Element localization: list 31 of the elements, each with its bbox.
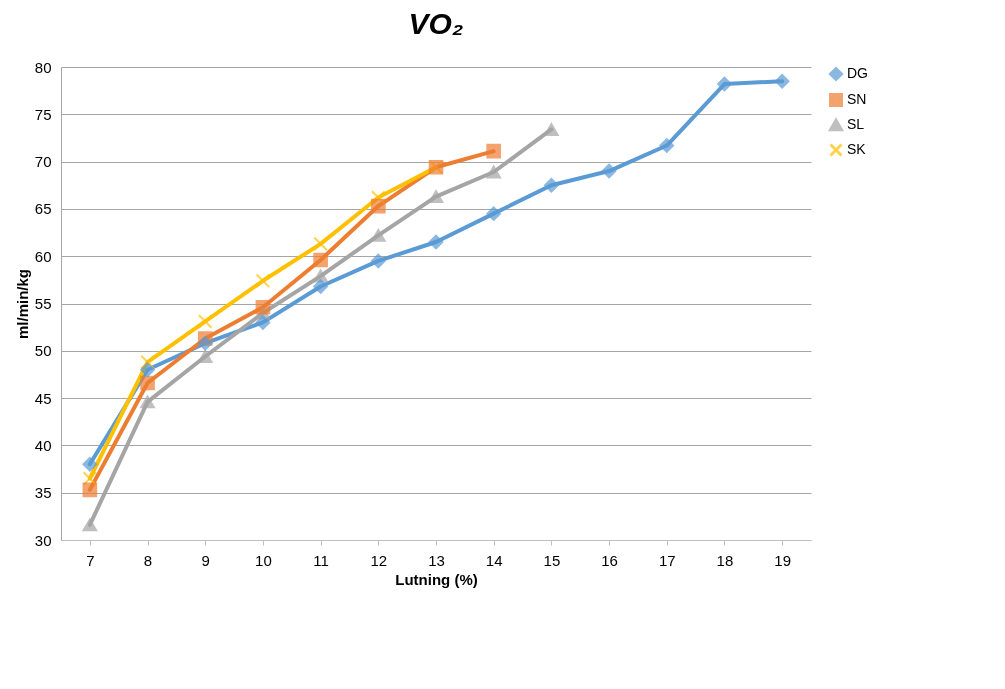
y-tick-label: 30: [34, 531, 52, 549]
legend-label: SK: [847, 141, 867, 157]
y-tick-label: 40: [34, 436, 52, 454]
chart-title: VO₂: [408, 7, 464, 40]
x-tick-label: 19: [774, 551, 791, 569]
y-tick-label: 75: [34, 105, 52, 123]
y-axis-title: ml/min/kg: [13, 268, 31, 340]
legend-label: SL: [847, 116, 865, 132]
x-tick-label: 15: [543, 551, 561, 569]
y-tick-label: 55: [34, 295, 52, 312]
x-tick-label: 13: [428, 551, 445, 569]
x-tick-label: 12: [370, 551, 388, 569]
y-tick-label: 35: [34, 484, 52, 502]
x-tick-label: 9: [201, 551, 210, 569]
x-tick-label: 10: [255, 551, 272, 569]
x-tick-label: 7: [86, 551, 95, 569]
x-tick-label: 17: [658, 551, 676, 569]
x-tick-label: 18: [716, 551, 734, 569]
y-tick-label: 60: [34, 247, 52, 265]
legend-label: SN: [847, 91, 867, 107]
y-tick-label: 45: [34, 389, 52, 407]
y-tick-label: 50: [34, 342, 52, 360]
y-tick-label: 80: [34, 58, 52, 76]
x-tick-label: 11: [313, 551, 329, 569]
x-axis-title: Lutning (%): [395, 570, 478, 588]
legend-label: DG: [847, 65, 868, 81]
x-tick-label: 14: [485, 551, 503, 569]
x-tick-label: 8: [143, 551, 153, 569]
x-tick-label: 16: [601, 551, 618, 569]
y-tick-label: 65: [34, 200, 52, 218]
y-tick-label: 70: [34, 153, 52, 171]
